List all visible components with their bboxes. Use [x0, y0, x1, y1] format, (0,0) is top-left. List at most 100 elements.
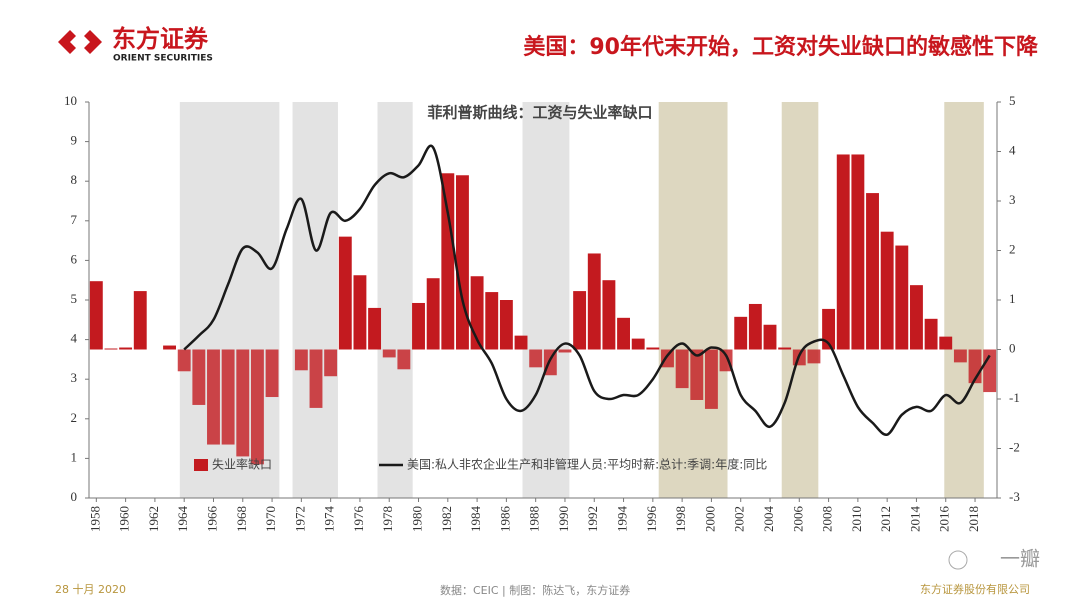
- legend-label: 失业率缺口: [212, 457, 272, 472]
- bar: [895, 245, 909, 350]
- bar: [309, 349, 323, 408]
- bar: [177, 349, 191, 372]
- x-tick-label: 1998: [673, 506, 688, 532]
- bar: [675, 349, 689, 389]
- bar: [221, 349, 235, 445]
- bar: [631, 338, 645, 350]
- y2-tick-label: -2: [1009, 439, 1020, 454]
- logo: [58, 30, 102, 54]
- bar: [851, 154, 865, 350]
- x-tick-label: 1966: [204, 506, 219, 533]
- y-tick-label: 0: [71, 489, 78, 504]
- bar: [441, 173, 455, 350]
- line: [183, 144, 991, 436]
- bar: [250, 349, 264, 465]
- x-tick-label: 1974: [322, 506, 337, 533]
- x-tick-label: 1986: [497, 506, 512, 533]
- y-tick-label: 1: [71, 449, 78, 464]
- y2-tick-label: -1: [1009, 390, 1020, 405]
- x-tick-label: 1996: [644, 506, 659, 533]
- bar: [661, 349, 674, 368]
- x-tick-label: 2014: [907, 506, 922, 533]
- bar: [880, 231, 894, 350]
- bar: [836, 154, 850, 350]
- logo-shape: [70, 32, 90, 52]
- bar: [89, 281, 103, 350]
- bar: [763, 324, 777, 350]
- y-tick-label: 7: [71, 212, 78, 227]
- x-tick-label: 1982: [439, 506, 454, 532]
- y2-tick-label: 2: [1009, 241, 1016, 256]
- y-tick-label: 6: [71, 251, 78, 266]
- legend-label: 美国:私人非农企业生产和非管理人员:平均时薪:总计:季调:年度:同比: [407, 457, 767, 472]
- y2-tick-label: 3: [1009, 192, 1016, 207]
- x-tick-label: 1990: [556, 506, 571, 532]
- shaded-period: [658, 102, 728, 498]
- bar: [924, 318, 938, 350]
- footer-date: 28 十月 2020: [55, 582, 126, 596]
- x-tick-label: 2016: [937, 506, 952, 533]
- bar: [412, 302, 425, 350]
- x-tick-label: 2012: [878, 506, 893, 532]
- footer-company: 东方证券股份有限公司: [920, 582, 1030, 596]
- bar: [704, 349, 718, 409]
- x-tick-label: 1984: [468, 506, 483, 533]
- bar: [104, 348, 118, 350]
- bar: [397, 349, 411, 370]
- legend-swatch: [194, 459, 208, 471]
- bar: [617, 317, 630, 350]
- y-tick-label: 2: [71, 410, 78, 425]
- bar: [338, 236, 352, 350]
- bar: [822, 308, 836, 350]
- bar: [119, 347, 133, 350]
- watermark-icon: [948, 550, 968, 570]
- plot: 0 1 2 3 4 5 6 7 8 9 10 -3 -2 -1 0 1 2 3 4 5 1958 1960 1962 1964…: [64, 93, 1020, 532]
- x-tick-label: 1988: [527, 506, 542, 532]
- bar: [514, 335, 528, 350]
- bar: [529, 349, 543, 368]
- bar: [939, 336, 953, 350]
- x-tick-label: 1976: [351, 506, 366, 533]
- x-tick-label: 2000: [702, 506, 717, 532]
- bar: [748, 303, 762, 350]
- bar: [163, 345, 176, 350]
- bar: [485, 292, 499, 350]
- bar: [646, 347, 660, 350]
- bar: [558, 349, 572, 353]
- y2-tick-label: 0: [1009, 340, 1016, 355]
- x-tick-label: 1962: [146, 506, 161, 532]
- bar: [192, 349, 206, 405]
- bar: [456, 175, 469, 350]
- x-tick-label: 2018: [966, 506, 981, 532]
- y-tick-label: 3: [71, 370, 78, 385]
- bar: [294, 349, 308, 371]
- shaded-period: [781, 102, 819, 498]
- bar: [602, 280, 616, 350]
- bar: [236, 349, 250, 457]
- y-tick-label: 10: [64, 93, 77, 108]
- shaded-period: [944, 102, 984, 498]
- bar: [426, 278, 440, 350]
- y-tick-label: 4: [71, 331, 78, 346]
- bar: [734, 316, 748, 350]
- bar: [807, 349, 821, 364]
- footer-source: 数据：CEIC | 制图：陈达飞，东方证券: [440, 583, 630, 597]
- bar: [690, 349, 704, 400]
- bar: [133, 291, 147, 350]
- y2-tick-label: -3: [1009, 489, 1020, 504]
- bar: [265, 349, 279, 398]
- x-tick-label: 1994: [615, 506, 630, 533]
- x-tick-label: 1970: [263, 506, 278, 532]
- bar: [778, 347, 792, 350]
- bar: [910, 285, 923, 350]
- y2-tick-label: 4: [1009, 142, 1016, 157]
- x-tick-label: 2004: [761, 506, 776, 533]
- x-tick-label: 1960: [117, 506, 132, 532]
- x-tick-label: 1980: [410, 506, 425, 532]
- shaded-period: [377, 102, 413, 498]
- chart-title: 菲利普斯曲线：工资与失业率缺口: [427, 104, 652, 122]
- bar: [368, 307, 382, 350]
- watermark: 一瓣: [1000, 547, 1040, 571]
- y-tick-label: 9: [71, 133, 78, 148]
